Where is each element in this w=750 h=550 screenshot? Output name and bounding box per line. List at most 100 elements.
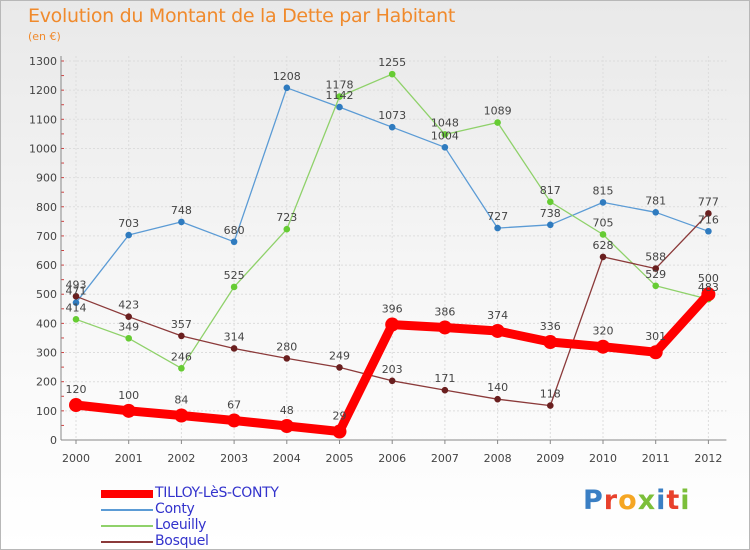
data-point-conty	[125, 231, 132, 239]
logo-letter: P	[583, 485, 604, 516]
x-tick-label: 2009	[536, 452, 564, 465]
data-point-conty	[705, 227, 712, 235]
data-point-bosquel	[178, 332, 185, 340]
data-point-loeuilly	[441, 131, 449, 138]
data-point-tilloy-l-s-conty	[174, 408, 189, 423]
chart-title: Evolution du Montant de la Dette par Hab…	[28, 5, 456, 27]
data-point-conty	[652, 209, 659, 216]
logo-letter: o	[618, 485, 638, 516]
data-label-bosquel: 493	[66, 278, 87, 291]
data-point-conty	[388, 123, 396, 131]
data-label-tilloy-l-s-conty: 301	[645, 330, 666, 343]
y-tick-label: 800	[36, 201, 57, 214]
data-point-tilloy-l-s-conty	[490, 323, 505, 338]
data-label-tilloy-l-s-conty: 374	[487, 309, 508, 322]
y-tick-label: 300	[36, 347, 57, 360]
data-point-loeuilly	[494, 119, 501, 126]
data-point-loeuilly	[125, 334, 132, 342]
data-point-tilloy-l-s-conty	[437, 320, 452, 335]
y-tick-label: 1000	[29, 142, 57, 155]
data-label-bosquel: 314	[224, 330, 245, 343]
data-point-tilloy-l-s-conty	[543, 335, 558, 350]
data-label-loeuilly: 1089	[484, 105, 512, 118]
data-label-loeuilly: 246	[171, 350, 192, 363]
data-label-tilloy-l-s-conty: 29	[333, 410, 347, 423]
data-label-loeuilly: 705	[593, 216, 614, 229]
data-point-tilloy-l-s-conty	[332, 424, 347, 439]
data-label-loeuilly: 1255	[378, 56, 406, 69]
data-label-tilloy-l-s-conty: 67	[227, 398, 241, 411]
data-label-tilloy-l-s-conty: 48	[280, 404, 294, 417]
x-tick-label: 2001	[115, 452, 143, 465]
logo-letter: x	[637, 485, 657, 516]
logo-letter: i	[656, 485, 667, 516]
data-point-tilloy-l-s-conty	[121, 403, 136, 418]
x-tick-label: 2012	[694, 452, 722, 465]
data-label-bosquel: 280	[276, 340, 297, 353]
series-lines	[69, 70, 716, 439]
data-point-tilloy-l-s-conty	[227, 413, 242, 428]
data-label-tilloy-l-s-conty: 320	[593, 325, 614, 338]
x-tick-label: 2006	[378, 452, 406, 465]
legend-swatch	[101, 509, 153, 511]
data-label-bosquel: 171	[434, 372, 455, 385]
data-label-tilloy-l-s-conty: 396	[382, 303, 403, 316]
data-label-conty: 815	[593, 184, 614, 197]
data-point-tilloy-l-s-conty	[69, 398, 83, 413]
data-label-conty: 716	[698, 213, 719, 226]
data-point-conty	[72, 299, 80, 306]
data-label-conty: 680	[224, 224, 245, 237]
data-label-tilloy-l-s-conty: 84	[174, 394, 188, 407]
data-labels: 471 703 748 680 1208 1142 1073 1004 727 738 815 781…	[66, 56, 719, 422]
x-tick-label: 2004	[273, 452, 301, 465]
data-label-loeuilly: 349	[118, 320, 139, 333]
x-tick-label: 2005	[326, 452, 354, 465]
data-point-loeuilly	[72, 316, 80, 323]
legend-label: Loeuilly	[155, 517, 207, 533]
data-label-bosquel: 140	[487, 381, 508, 394]
legend-swatch	[101, 541, 153, 543]
data-label-conty: 703	[118, 217, 139, 230]
data-label-bosquel: 203	[382, 363, 403, 376]
data-point-conty	[336, 103, 343, 111]
data-point-loeuilly	[283, 225, 291, 233]
legend-label: TILLOY-LèS-CONTY	[155, 485, 279, 501]
data-label-loeuilly: 483	[698, 281, 719, 294]
data-label-conty: 471	[66, 285, 87, 298]
data-label-bosquel: 588	[645, 251, 666, 264]
data-point-bosquel	[652, 265, 659, 272]
data-label-loeuilly: 525	[224, 269, 245, 282]
x-tick-label: 2011	[642, 452, 670, 465]
data-point-conty	[599, 199, 607, 206]
data-point-loeuilly	[547, 198, 554, 206]
data-point-loeuilly	[652, 282, 659, 290]
chart-subtitle: (en €)	[28, 30, 61, 43]
data-point-conty	[283, 84, 291, 92]
y-tick-label: 700	[36, 230, 57, 243]
y-tick-label: 500	[36, 288, 57, 301]
y-tick-label: 900	[36, 172, 57, 185]
data-point-bosquel	[494, 395, 501, 403]
data-label-conty: 1004	[431, 129, 459, 142]
data-label-bosquel: 777	[698, 195, 719, 208]
data-label-loeuilly: 817	[540, 184, 561, 197]
data-point-conty	[494, 224, 501, 232]
x-tick-label: 2002	[167, 452, 195, 465]
data-label-conty: 738	[540, 207, 561, 220]
data-label-conty: 727	[487, 210, 508, 223]
data-point-bosquel	[230, 345, 238, 352]
data-label-loeuilly: 1048	[431, 116, 459, 129]
data-label-bosquel: 628	[593, 239, 614, 252]
data-label-tilloy-l-s-conty: 336	[540, 320, 561, 333]
logo-letter: r	[603, 485, 619, 516]
data-label-loeuilly: 1178	[326, 79, 354, 92]
y-tick-label: 1200	[29, 84, 57, 97]
data-point-bosquel	[388, 377, 396, 385]
x-tick-label: 2000	[62, 452, 90, 465]
y-tick-label: 100	[36, 405, 57, 418]
x-tick-label: 2003	[220, 452, 248, 465]
data-label-bosquel: 357	[171, 318, 192, 331]
data-label-conty: 1142	[326, 89, 354, 102]
